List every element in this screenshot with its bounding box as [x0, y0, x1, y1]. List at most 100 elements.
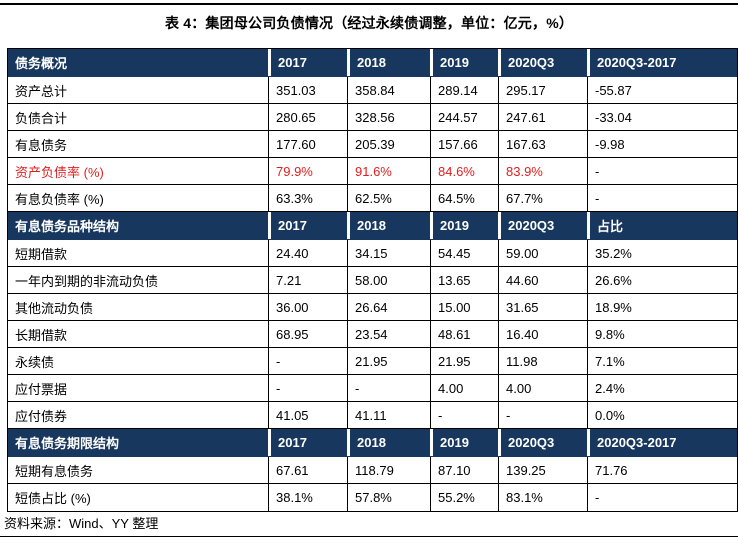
- cell: 34.15: [347, 240, 430, 266]
- column-header: 2018: [347, 212, 430, 239]
- column-header: 2020Q3: [498, 429, 587, 456]
- cell: 280.65: [268, 104, 347, 130]
- table-row: 资产总计 351.03 358.84 289.14 295.17 -55.87: [8, 77, 737, 104]
- column-header: 债务概况: [15, 56, 68, 71]
- cell: 44.60: [498, 267, 587, 293]
- table-row: 其他流动负债 36.00 26.64 15.00 31.65 18.9%: [8, 294, 737, 321]
- column-header: 有息债务品种结构: [15, 219, 120, 234]
- cell: 63.3%: [268, 185, 347, 211]
- column-header: 2019: [430, 429, 498, 456]
- cell: 41.05: [268, 402, 347, 428]
- column-header: 2017: [268, 212, 347, 239]
- cell: 83.9%: [498, 158, 587, 184]
- table-row-highlighted: 资产负债率 (%) 79.9% 91.6% 84.6% 83.9% -: [8, 158, 737, 185]
- cell: 118.79: [347, 457, 430, 483]
- cell: 35.2%: [587, 240, 735, 266]
- column-header: 有息债务期限结构: [15, 436, 120, 451]
- column-header: 2020Q3: [498, 49, 587, 76]
- cell: 26.64: [347, 294, 430, 320]
- table-row: 短期有息债务 67.61 118.79 87.10 139.25 71.76: [8, 457, 737, 484]
- row-label: 负债合计: [15, 110, 68, 126]
- table-row: 应付债券 41.05 41.11 - - 0.0%: [8, 402, 737, 429]
- source-note: 资料来源：Wind、YY 整理: [4, 516, 159, 531]
- table-row: 一年内到期的非流动负债 7.21 58.00 13.65 44.60 26.6%: [8, 267, 737, 294]
- cell: 21.95: [430, 348, 498, 374]
- cell: 67.7%: [498, 185, 587, 211]
- cell: 328.56: [347, 104, 430, 130]
- cell: 64.5%: [430, 185, 498, 211]
- cell: 31.65: [498, 294, 587, 320]
- section-header-row: 有息债务品种结构 2017 2018 2019 2020Q3 占比: [8, 212, 737, 240]
- row-label: 长期借款: [15, 327, 68, 343]
- row-label: 资产负债率 (%): [15, 164, 104, 180]
- row-label: 短债占比 (%): [15, 491, 91, 506]
- cell: 83.1%: [498, 484, 587, 511]
- column-header: 占比: [587, 212, 735, 239]
- cell: -55.87: [587, 77, 735, 103]
- cell: -: [347, 375, 430, 401]
- cell: 54.45: [430, 240, 498, 266]
- row-label: 短期有息债务: [15, 463, 94, 479]
- column-header: 2020Q3-2017: [587, 49, 735, 76]
- cell: 59.00: [498, 240, 587, 266]
- cell: -: [587, 158, 735, 184]
- column-header: 2017: [268, 49, 347, 76]
- section-header-row: 债务概况 2017 2018 2019 2020Q3 2020Q3-2017: [8, 49, 737, 77]
- cell: 55.2%: [430, 484, 498, 511]
- cell: 167.63: [498, 131, 587, 157]
- cell: -9.98: [587, 131, 735, 157]
- table-row: 短期借款 24.40 34.15 54.45 59.00 35.2%: [8, 240, 737, 267]
- table-row: 负债合计 280.65 328.56 244.57 247.61 -33.04: [8, 104, 737, 131]
- bottom-rule: [0, 536, 738, 537]
- cell: 4.00: [498, 375, 587, 401]
- cell: 9.8%: [587, 321, 735, 347]
- debt-table: 债务概况 2017 2018 2019 2020Q3 2020Q3-2017 资…: [7, 48, 738, 512]
- cell: 157.66: [430, 131, 498, 157]
- cell: 0.0%: [587, 402, 735, 428]
- cell: 36.00: [268, 294, 347, 320]
- cell: 62.5%: [347, 185, 430, 211]
- column-header: 2018: [347, 429, 430, 456]
- cell: 48.61: [430, 321, 498, 347]
- table-row: 有息债务 177.60 205.39 157.66 167.63 -9.98: [8, 131, 737, 158]
- cell: 7.21: [268, 267, 347, 293]
- cell: -: [498, 402, 587, 428]
- cell: 41.11: [347, 402, 430, 428]
- cell: 84.6%: [430, 158, 498, 184]
- column-header: 2019: [430, 212, 498, 239]
- cell: 23.54: [347, 321, 430, 347]
- cell: 18.9%: [587, 294, 735, 320]
- cell: 289.14: [430, 77, 498, 103]
- cell: 21.95: [347, 348, 430, 374]
- cell: -: [587, 484, 735, 511]
- cell: 57.8%: [347, 484, 430, 511]
- cell: 11.98: [498, 348, 587, 374]
- table-row: 应付票据 - - 4.00 4.00 2.4%: [8, 375, 737, 402]
- cell: 244.57: [430, 104, 498, 130]
- row-label: 有息负债率 (%): [15, 191, 104, 207]
- table-title: 表 4：集团母公司负债情况（经过永续债调整，单位：亿元，%）: [164, 15, 574, 31]
- cell: 177.60: [268, 131, 347, 157]
- cell: 24.40: [268, 240, 347, 266]
- cell: 13.65: [430, 267, 498, 293]
- cell: 247.61: [498, 104, 587, 130]
- table-row: 永续债 - 21.95 21.95 11.98 7.1%: [8, 348, 737, 375]
- cell: 7.1%: [587, 348, 735, 374]
- column-header: 2020Q3-2017: [587, 429, 735, 456]
- cell: 68.95: [268, 321, 347, 347]
- cell: -: [587, 185, 735, 211]
- top-rule: [0, 3, 738, 5]
- cell: 87.10: [430, 457, 498, 483]
- row-label: 永续债: [15, 354, 55, 370]
- table-row: 有息负债率 (%) 63.3% 62.5% 64.5% 67.7% -: [8, 185, 737, 212]
- table-row: 短债占比 (%) 38.1% 57.8% 55.2% 83.1% -: [8, 484, 737, 511]
- cell: 16.40: [498, 321, 587, 347]
- cell: 58.00: [347, 267, 430, 293]
- row-label: 一年内到期的非流动负债: [15, 273, 159, 289]
- cell: 15.00: [430, 294, 498, 320]
- cell: 71.76: [587, 457, 735, 483]
- column-header: 2017: [268, 429, 347, 456]
- cell: 79.9%: [268, 158, 347, 184]
- row-label: 其他流动负债: [15, 300, 94, 316]
- section-header-row: 有息债务期限结构 2017 2018 2019 2020Q3 2020Q3-20…: [8, 429, 737, 457]
